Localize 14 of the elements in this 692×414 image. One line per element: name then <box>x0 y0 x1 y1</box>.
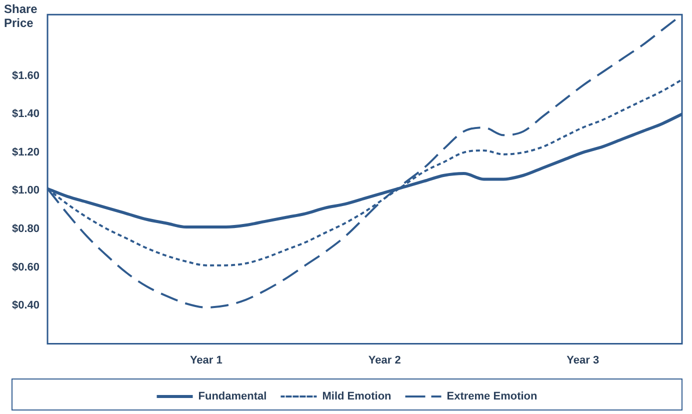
x-tick-label: Year 3 <box>566 354 600 366</box>
y-tick-label: $1.00 <box>12 184 40 197</box>
legend-label: Mild Emotion <box>322 390 392 403</box>
y-tick-label: $0.40 <box>12 300 40 312</box>
y-tick-label: $0.60 <box>12 261 40 274</box>
legend-label: Extreme Emotion <box>446 390 538 403</box>
x-tick-label: Year 1 <box>190 354 222 366</box>
y-tick-label: $0.80 <box>12 222 40 235</box>
x-tick-label: Year 2 <box>368 354 401 366</box>
y-axis-title: Share Price <box>4 2 38 30</box>
y-tick-label: $1.40 <box>12 108 40 120</box>
legend-label: Fundamental <box>198 390 267 403</box>
y-tick-label: $1.20 <box>12 146 40 158</box>
y-tick-label: $1.60 <box>12 70 40 82</box>
